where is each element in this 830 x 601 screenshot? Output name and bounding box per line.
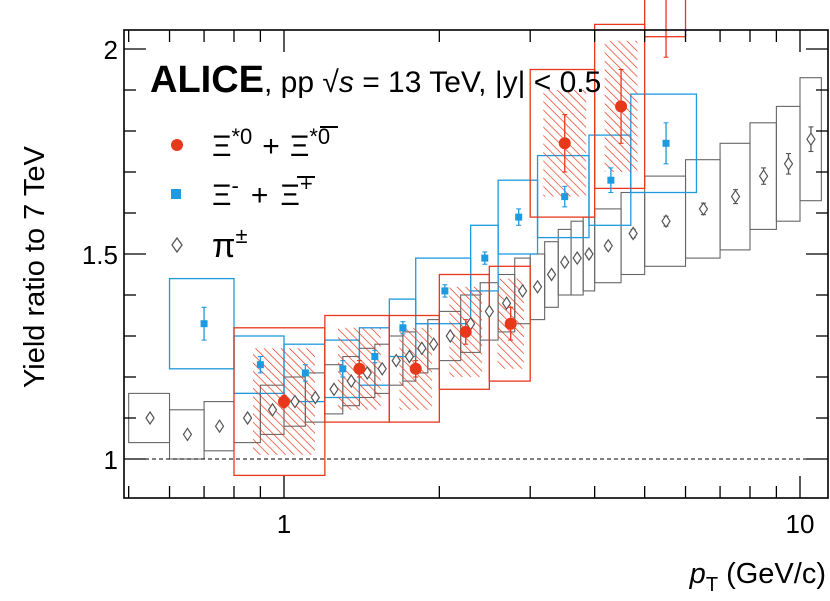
xistar-data-point — [504, 317, 517, 330]
xistar-data-point — [459, 325, 472, 338]
pi-data-point — [603, 238, 613, 253]
pi-data-point — [428, 337, 439, 352]
system-label: pp — [281, 66, 314, 99]
xi-data-point — [481, 254, 489, 262]
xi-data-point — [371, 353, 379, 360]
xi-data-point — [662, 139, 670, 147]
x-tick-label: 1 — [277, 509, 291, 539]
xistar-sys-box — [644, 0, 687, 38]
legend-marker-circle — [171, 139, 183, 151]
pi-data-point — [310, 390, 321, 405]
rapidity-label: |y| < 0.5 — [495, 66, 601, 99]
pi-data-point — [484, 304, 495, 319]
data-layer — [128, 0, 822, 477]
legend-label-xistar: Ξ*0 + Ξ*0 — [212, 124, 330, 163]
pi-data-point — [572, 251, 582, 266]
header-comma: , — [264, 66, 281, 99]
legend-entry-pi: π± — [171, 223, 248, 265]
pi-data-point — [214, 419, 225, 434]
chart-header: ALICE, pp √s = 13 TeV, |y| < 0.5 — [150, 59, 601, 101]
xistar-data-point — [409, 362, 422, 375]
pi-data-point — [628, 226, 638, 241]
pi-data-point — [417, 341, 427, 356]
energy-label: = 13 TeV, — [362, 66, 486, 99]
pi-data-point — [377, 361, 387, 376]
pi-data-point — [783, 156, 794, 171]
xi-data-point — [339, 365, 347, 373]
y-tick-label: 2 — [104, 35, 118, 65]
xistar-sys-box — [594, 23, 646, 190]
y-tick-label: 1.5 — [82, 240, 118, 270]
pi-data-point — [391, 353, 401, 368]
legend: Ξ*0 + Ξ*0 Ξ- + Ξ+ π± — [171, 124, 338, 265]
y-tick-label: 1 — [104, 445, 118, 475]
xistar-data-point — [353, 362, 366, 375]
markers-xistar — [278, 0, 669, 409]
xi-data-point — [301, 369, 309, 377]
y-axis-title: Yield ratio to 7 TeV — [19, 146, 51, 388]
markers-xi — [200, 122, 670, 382]
pi-data-point — [290, 394, 300, 409]
plot-frame — [123, 29, 829, 499]
x-tick-label: 10 — [786, 509, 815, 539]
pi-data-point — [806, 132, 816, 147]
pi-data-point — [532, 279, 543, 294]
pi-data-point — [560, 255, 570, 270]
xistar-data-point — [615, 100, 628, 113]
pi-data-point — [661, 214, 671, 229]
pi-data-point — [584, 246, 594, 262]
pi-data-point — [698, 201, 709, 216]
pi-data-point — [329, 382, 339, 397]
markers-pi — [145, 126, 816, 442]
pi-data-point — [145, 410, 155, 426]
pi-data-point — [546, 267, 557, 282]
pi-data-point — [404, 349, 415, 364]
pi-data-point — [346, 374, 356, 389]
pi-data-point — [517, 283, 528, 298]
legend-label-pi: π± — [212, 223, 248, 265]
xi-sys-box — [168, 277, 235, 370]
legend-marker-diamond — [171, 236, 183, 254]
pi-data-point — [730, 189, 741, 204]
xi-data-point — [256, 361, 264, 369]
pi-data-point — [758, 169, 769, 184]
pi-sys-box — [799, 77, 822, 202]
pi-data-point — [501, 296, 512, 311]
xi-data-point — [399, 324, 407, 332]
pi-data-point — [242, 410, 253, 426]
xi-data-point — [441, 287, 449, 295]
sqrt-s-label: √s — [322, 66, 353, 99]
legend-entry-xi: Ξ- + Ξ+ — [171, 171, 315, 212]
xistar-data-point — [278, 395, 290, 408]
xi-data-point — [515, 213, 523, 221]
pi-data-point — [267, 402, 278, 417]
xistar-data-point — [558, 137, 571, 150]
pi-data-point — [445, 328, 455, 344]
xi-data-point — [561, 193, 569, 201]
xi-sys-box — [470, 224, 499, 292]
xi-data-point — [200, 320, 208, 328]
legend-marker-square — [171, 189, 181, 199]
xi-data-point — [607, 176, 615, 184]
experiment-label: ALICE — [150, 59, 264, 101]
xistar-sys-box — [488, 265, 531, 382]
x-axis-title: pT (GeV/c) — [689, 558, 826, 596]
legend-entry-xistar: Ξ*0 + Ξ*0 — [171, 124, 338, 163]
pi-data-point — [182, 427, 193, 442]
